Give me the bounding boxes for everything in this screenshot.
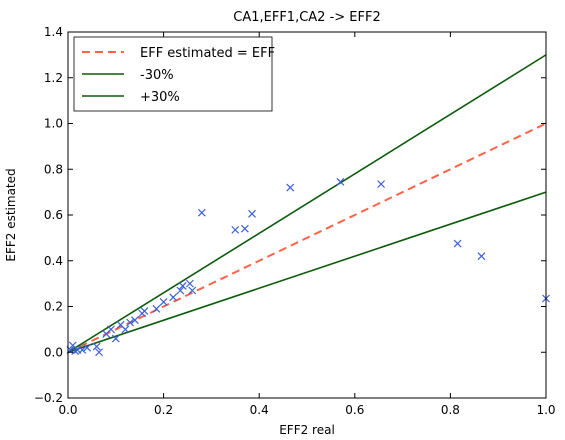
data-point	[111, 334, 120, 343]
data-point	[231, 225, 240, 234]
data-point	[152, 304, 161, 313]
data-point	[377, 180, 386, 189]
data-point	[197, 208, 206, 217]
data-point	[107, 325, 115, 334]
data-point	[121, 325, 130, 334]
data-point	[286, 183, 295, 192]
data-point	[92, 342, 101, 351]
y-tick-label: 0.0	[44, 345, 63, 359]
data-point	[477, 252, 486, 261]
y-tick-label: 0.4	[44, 254, 63, 268]
y-tick-label: 0.8	[44, 162, 63, 176]
line-minus30	[67, 191, 547, 354]
x-tick-label: 1.0	[536, 403, 555, 417]
data-point	[159, 298, 168, 306]
y-tick-label: 1.4	[44, 25, 63, 39]
data-point	[126, 318, 135, 327]
data-point	[169, 293, 178, 302]
data-point	[336, 177, 345, 186]
data-point	[185, 279, 194, 288]
data-point	[453, 239, 462, 248]
y-tick-label: 0.2	[44, 300, 63, 314]
legend-label-equal: EFF estimated = EFF	[140, 46, 275, 61]
y-tick-label: 1.2	[44, 71, 63, 85]
data-point	[130, 316, 139, 325]
x-tick-label: 0.8	[441, 403, 460, 417]
data-point	[248, 209, 256, 218]
x-tick-label: 0.6	[345, 403, 364, 417]
line-plus30	[67, 54, 547, 353]
data-point	[71, 347, 80, 356]
x-axis-label: EFF2 real	[279, 423, 335, 437]
scatter-points	[66, 177, 550, 357]
data-point	[176, 286, 185, 295]
x-tick-label: 0.4	[250, 403, 269, 417]
line-equal	[67, 122, 547, 354]
axis-ticks: 0.0 0.2 0.4 0.6 0.8 1.0−0.20.00.20.40.60.81.0…	[34, 25, 556, 417]
y-tick-label: −0.2	[34, 391, 63, 405]
legend: EFF estimated = EFF -30% +30%	[73, 36, 275, 112]
x-tick-label: 0.0	[58, 403, 77, 417]
x-tick-label: 0.2	[154, 403, 173, 417]
legend-label-plus30: +30%	[140, 90, 180, 105]
data-point	[140, 307, 149, 315]
legend-label-minus30: -30%	[140, 68, 174, 83]
y-axis-label: EFF2 estimated	[4, 168, 18, 261]
data-point	[178, 281, 187, 290]
data-point	[188, 286, 197, 295]
reference-lines	[67, 54, 547, 354]
data-point	[240, 224, 249, 233]
data-point	[83, 343, 92, 352]
chart-title: CA1,EFF1,CA2 -> EFF2	[233, 10, 380, 25]
data-point	[95, 348, 103, 357]
y-tick-label: 1.0	[44, 117, 63, 131]
y-tick-label: 0.6	[44, 208, 63, 222]
data-point	[78, 346, 87, 354]
